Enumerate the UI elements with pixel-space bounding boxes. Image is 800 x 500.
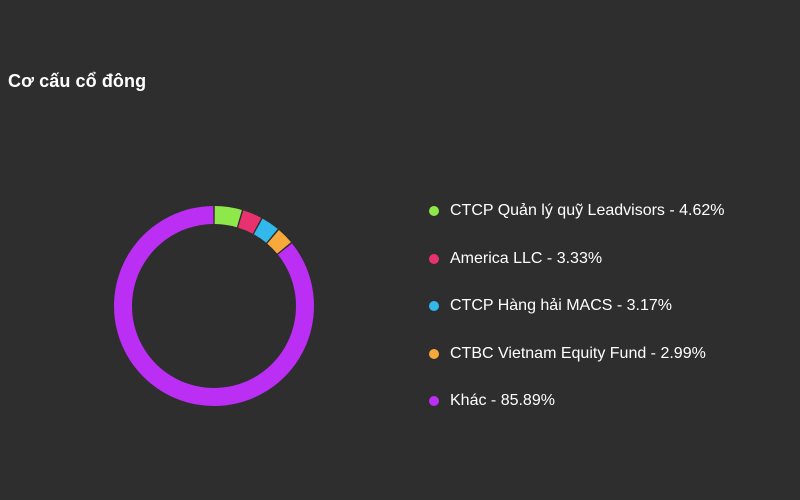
- legend-dot-icon: [429, 253, 439, 264]
- legend-label: America LLC - 3.33%: [450, 249, 603, 267]
- chart-legend: CTCP Quản lý quỹ Leadvisors - 4.62% Ameri…: [429, 199, 725, 437]
- legend-item[interactable]: CTBC Vietnam Equity Fund - 2.99%: [429, 342, 725, 366]
- legend-label: CTCP Hàng hải MACS - 3.17%: [450, 297, 673, 314]
- donut-slice-2[interactable]: [253, 218, 278, 243]
- donut-chart: [113, 206, 314, 406]
- legend-dot-icon: [429, 206, 439, 216]
- legend-item[interactable]: CTCP Hàng hải MACS - 3.17%: [429, 294, 725, 318]
- legend-dot-icon: [429, 301, 439, 311]
- legend-dot-icon: [429, 396, 439, 406]
- donut-slice-3[interactable]: [267, 229, 291, 254]
- chart-title: Cơ cấu cổ đông: [8, 71, 147, 91]
- legend-item[interactable]: CTCP Quản lý quỹ Leadvisors - 4.62%: [429, 199, 725, 223]
- legend-dot-icon: [429, 348, 439, 359]
- donut-slice-0[interactable]: [214, 206, 242, 228]
- legend-label: CTCP Quản lý quỹ Leadvisors - 4.62%: [450, 202, 725, 219]
- donut-slice-1[interactable]: [238, 210, 262, 234]
- legend-item[interactable]: America LLC - 3.33%: [429, 247, 725, 271]
- legend-item[interactable]: Khác - 85.89%: [429, 389, 725, 413]
- legend-label: CTBC Vietnam Equity Fund - 2.99%: [450, 344, 706, 362]
- legend-label: Khác - 85.89%: [450, 392, 555, 409]
